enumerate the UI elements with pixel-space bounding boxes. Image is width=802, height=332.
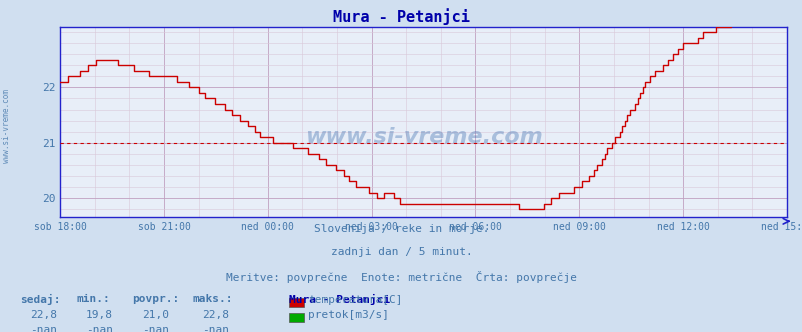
Text: Slovenija / reke in morje.: Slovenija / reke in morje. bbox=[314, 224, 488, 234]
Text: Meritve: povprečne  Enote: metrične  Črta: povprečje: Meritve: povprečne Enote: metrične Črta:… bbox=[225, 271, 577, 283]
Text: www.si-vreme.com: www.si-vreme.com bbox=[304, 127, 542, 147]
Text: maks.:: maks.: bbox=[192, 294, 233, 304]
Text: 19,8: 19,8 bbox=[86, 310, 113, 320]
Text: 21,0: 21,0 bbox=[142, 310, 169, 320]
Text: temperatura[C]: temperatura[C] bbox=[308, 295, 403, 305]
Text: -nan: -nan bbox=[86, 325, 113, 332]
Text: Mura - Petanjci: Mura - Petanjci bbox=[333, 8, 469, 25]
Text: pretok[m3/s]: pretok[m3/s] bbox=[308, 310, 389, 320]
Text: zadnji dan / 5 minut.: zadnji dan / 5 minut. bbox=[330, 247, 472, 257]
Text: 22,8: 22,8 bbox=[202, 310, 229, 320]
Text: 22,8: 22,8 bbox=[30, 310, 57, 320]
Text: -nan: -nan bbox=[30, 325, 57, 332]
Text: sedaj:: sedaj: bbox=[20, 294, 60, 305]
Text: povpr.:: povpr.: bbox=[132, 294, 180, 304]
Text: -nan: -nan bbox=[202, 325, 229, 332]
Text: www.si-vreme.com: www.si-vreme.com bbox=[2, 89, 11, 163]
Text: min.:: min.: bbox=[76, 294, 110, 304]
Text: -nan: -nan bbox=[142, 325, 169, 332]
Text: Mura - Petanjci: Mura - Petanjci bbox=[289, 294, 390, 305]
